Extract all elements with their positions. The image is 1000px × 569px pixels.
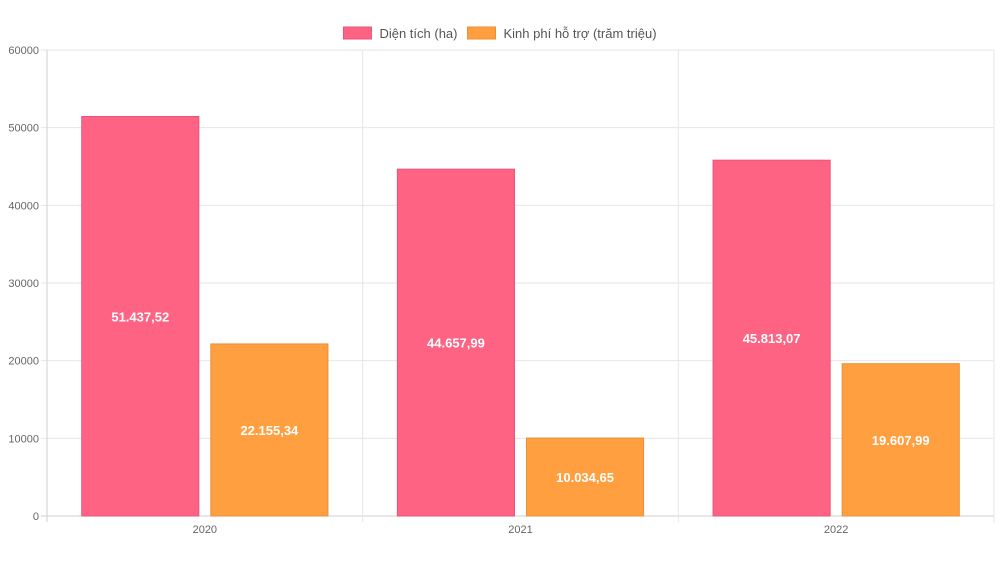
bar-dien-tich-2020 [81,116,200,517]
y-tick-label: 60000 [8,45,39,57]
grid-layer [41,49,995,522]
y-tick-label: 10000 [8,433,39,445]
bar-dien-tich-2022 [712,159,831,517]
data-label: 22.155,34 [240,423,299,438]
bar-kinh-phi-2021 [526,437,645,517]
legend-label: Kinh phí hỗ trợ (trăm triệu) [504,26,657,41]
bar-kinh-phi-2020 [210,343,329,517]
data-label: 44.657,99 [427,336,485,351]
x-tick-label: 2022 [824,524,848,536]
legend-label: Diện tích (ha) [379,26,457,41]
axis-layer: 0 10000 20000 30000 40000 50000 60000 2020 2021 2… [8,45,848,536]
legend-swatch [467,26,497,40]
legend-swatch [342,26,372,40]
bar-dien-tich-2021 [396,168,516,517]
data-label: 51.437,52 [111,309,169,324]
y-tick-label: 0 [33,511,39,523]
bar-layer [81,116,960,517]
data-label: 19.607,99 [872,433,930,448]
y-tick-label: 20000 [8,356,39,368]
data-label-layer: 51.437,52 22.155,34 44.657,99 10.034,65 45.8… [111,309,929,485]
y-tick-label: 40000 [8,200,39,212]
x-tick-label: 2020 [193,524,217,536]
x-tick-label: 2021 [508,524,532,536]
y-tick-label: 30000 [8,278,39,290]
y-tick-label: 50000 [8,123,39,135]
data-label: 45.813,07 [743,331,801,346]
data-label: 10.034,65 [556,470,614,485]
legend: Diện tích (ha) Kinh phí hỗ trợ (trăm triệ… [342,26,657,41]
bar-kinh-phi-2022 [841,363,960,517]
